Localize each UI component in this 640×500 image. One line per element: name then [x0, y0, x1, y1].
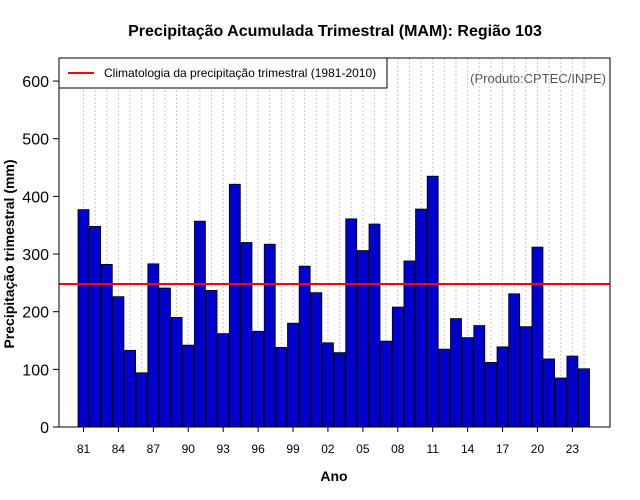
bar-23	[566, 355, 579, 428]
bar-84	[112, 296, 125, 428]
x-axis-title: Ano	[320, 468, 347, 484]
bar-91	[193, 220, 206, 428]
bar-82	[89, 225, 102, 428]
x-tick-label: 84	[112, 442, 126, 456]
x-tick-label: 90	[182, 442, 196, 456]
bar-10	[415, 208, 427, 428]
bar-07	[380, 340, 393, 428]
x-tick-label: 05	[356, 442, 370, 456]
y-tick-label: 200	[22, 305, 49, 322]
bar-21	[543, 358, 555, 428]
x-tick-label: 20	[531, 442, 545, 456]
bar-02	[322, 342, 334, 428]
x-tick-label: 87	[147, 442, 161, 456]
bar-92	[205, 289, 218, 428]
chart-title: Precipitação Acumulada Trimestral (MAM):…	[128, 23, 542, 40]
bar-83	[100, 264, 113, 428]
bar-00	[298, 265, 311, 428]
y-axis: 0 100 200 300 400 500 600	[22, 74, 59, 437]
bar-16	[484, 362, 497, 428]
x-tick-label: 11	[426, 442, 439, 456]
bar-81	[77, 209, 90, 428]
x-tick-label: 96	[251, 442, 265, 456]
y-tick-label: 0	[40, 420, 49, 437]
bar-18	[508, 293, 521, 428]
bar-04	[345, 218, 358, 428]
bar-08	[391, 306, 404, 428]
bar-05	[356, 250, 369, 428]
y-tick-label: 300	[22, 247, 49, 264]
x-tick-label: 14	[461, 442, 475, 456]
y-tick-label: 600	[22, 74, 49, 91]
bar-89	[170, 317, 183, 428]
legend-box	[58, 57, 388, 89]
bar-12	[438, 348, 451, 428]
bar-93	[217, 333, 230, 428]
bar-09	[403, 260, 416, 428]
bar-13	[450, 318, 462, 428]
y-axis-title: Precipitação trimestral (mm)	[1, 159, 17, 348]
y-tick-label: 400	[22, 189, 49, 206]
legend-label: Climatologia da precipitação trimestral …	[104, 66, 376, 80]
bar-19	[519, 326, 532, 428]
bar-98	[275, 347, 288, 428]
x-tick-label: 93	[217, 442, 231, 456]
bar-24	[578, 368, 590, 428]
bar-99	[287, 322, 299, 428]
bar-96	[252, 330, 265, 428]
bar-94	[228, 183, 241, 428]
x-tick-label: 23	[566, 442, 580, 456]
bar-03	[333, 352, 346, 428]
x-tick-label: 08	[391, 442, 405, 456]
y-tick-label: 500	[22, 132, 49, 149]
bar-14	[461, 337, 474, 428]
legend: Climatologia da precipitação trimestral …	[58, 57, 388, 89]
y-tick-label: 100	[22, 362, 49, 379]
bar-95	[240, 242, 253, 428]
bar-20	[531, 246, 544, 428]
x-tick-label: 99	[286, 442, 300, 456]
x-tick-label: 17	[496, 442, 510, 456]
bar-87	[147, 263, 160, 428]
bar-17	[496, 346, 509, 428]
x-tick-label: 02	[321, 442, 335, 456]
bar-01	[310, 292, 323, 428]
bar-15	[473, 325, 486, 428]
x-tick-label: 81	[77, 442, 91, 456]
bar-06	[368, 223, 381, 428]
bar-97	[263, 243, 276, 428]
x-axis: 81 84 87 90 93 96 99 02 05 08 11 14 17 20 23	[77, 427, 580, 456]
bar-85	[124, 349, 136, 428]
bar-22	[554, 377, 567, 428]
bar-11	[426, 175, 439, 428]
bar-88	[159, 287, 171, 428]
bar-90	[182, 344, 195, 428]
bar-86	[135, 372, 148, 428]
bar-series	[77, 175, 590, 428]
